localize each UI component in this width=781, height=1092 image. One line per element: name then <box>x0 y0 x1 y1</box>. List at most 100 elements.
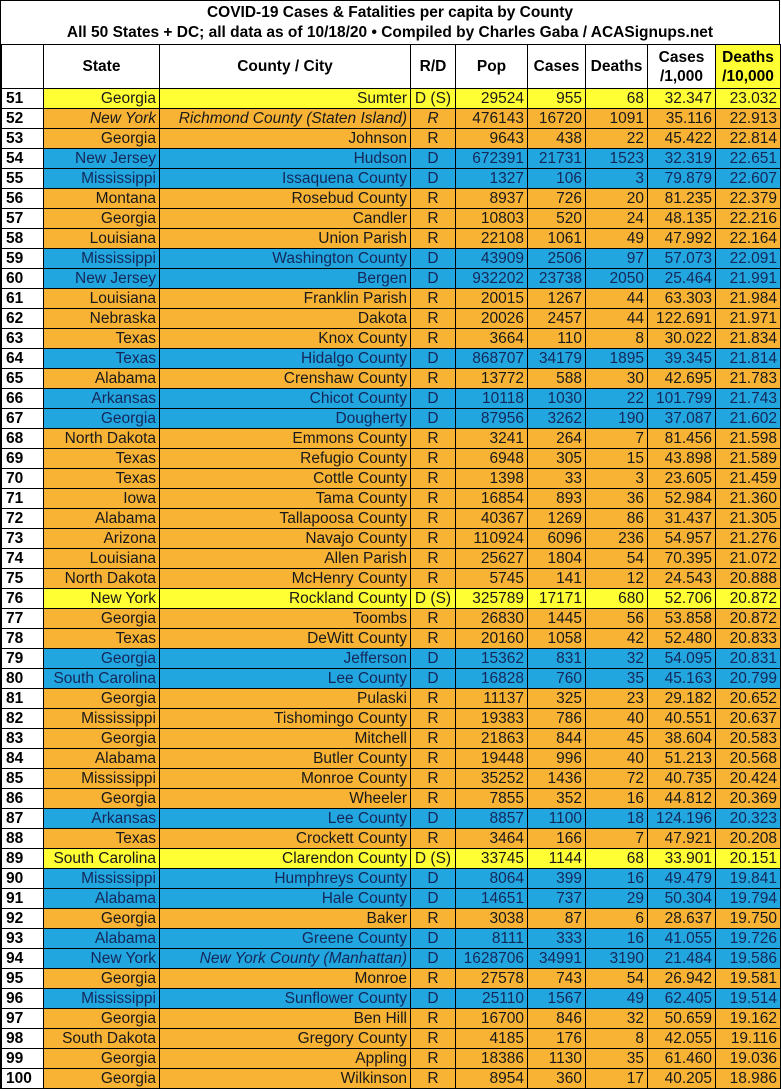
table-row: 60 New Jersey Bergen D 932202 23738 2050 25.464… <box>1 268 781 289</box>
cell-deaths-per-10000: 20.424 <box>715 768 781 789</box>
cell-deaths: 40 <box>585 708 648 729</box>
cell-county: Chicot County <box>159 388 411 409</box>
cell-county: Knox County <box>159 328 411 349</box>
cell-rank: 95 <box>1 968 44 989</box>
cell-party: R <box>410 708 456 729</box>
cell-pop: 6948 <box>455 448 528 469</box>
cell-cases-per-1000: 32.347 <box>647 88 716 109</box>
table-row: 82 Mississippi Tishomingo County R 19383 786 4… <box>1 708 781 729</box>
cell-cases-per-1000: 23.605 <box>647 468 716 489</box>
header-pop: Pop <box>455 44 528 89</box>
cell-cases: 1267 <box>527 288 586 309</box>
table-row: 89 South Carolina Clarendon County D (S) 337… <box>1 848 781 869</box>
cell-cases: 333 <box>527 928 586 949</box>
cell-party: R <box>410 188 456 209</box>
cell-deaths-per-10000: 21.971 <box>715 308 781 329</box>
cell-cases: 955 <box>527 88 586 109</box>
cell-deaths: 35 <box>585 1048 648 1069</box>
cell-cases: 438 <box>527 128 586 149</box>
cell-state: Alabama <box>43 508 160 529</box>
cell-pop: 35252 <box>455 768 528 789</box>
cell-state: Alabama <box>43 748 160 769</box>
cell-cases: 743 <box>527 968 586 989</box>
header-cases-per-1000: Cases /1,000 <box>647 44 716 89</box>
cell-cases: 1804 <box>527 548 586 569</box>
cell-pop: 20026 <box>455 308 528 329</box>
cell-pop: 16828 <box>455 668 528 689</box>
cell-deaths: 1895 <box>585 348 648 369</box>
cell-county: Lee County <box>159 808 411 829</box>
cell-party: D <box>410 408 456 429</box>
cell-state: Georgia <box>43 128 160 149</box>
cell-pop: 27578 <box>455 968 528 989</box>
title-line-2: All 50 States + DC; all data as of 10/18… <box>66 24 714 41</box>
cell-rank: 68 <box>1 428 44 449</box>
cell-state: Texas <box>43 628 160 649</box>
cell-county: Issaquena County <box>159 168 411 189</box>
cell-state: Georgia <box>43 208 160 229</box>
cell-pop: 11137 <box>455 688 528 709</box>
cell-rank: 84 <box>1 748 44 769</box>
cell-deaths-per-10000: 21.459 <box>715 468 781 489</box>
cell-deaths-per-10000: 20.888 <box>715 568 781 589</box>
cell-deaths: 86 <box>585 508 648 529</box>
cell-cases: 1130 <box>527 1048 586 1069</box>
cell-county: Ben Hill <box>159 1008 411 1029</box>
cell-pop: 10803 <box>455 208 528 229</box>
cell-state: Georgia <box>43 788 160 809</box>
cell-party: D (S) <box>410 848 456 869</box>
cell-cases: 34991 <box>527 948 586 969</box>
cell-county: Appling <box>159 1048 411 1069</box>
cell-cases: 893 <box>527 488 586 509</box>
cell-party: D <box>410 388 456 409</box>
cell-state: Georgia <box>43 88 160 109</box>
cell-deaths: 29 <box>585 888 648 909</box>
table-row: 88 Texas Crockett County R 3464 166 7 47.921 20.… <box>1 828 781 849</box>
cell-rank: 73 <box>1 528 44 549</box>
cell-deaths-per-10000: 21.814 <box>715 348 781 369</box>
cell-state: New York <box>43 948 160 969</box>
cell-deaths: 44 <box>585 288 648 309</box>
cell-party: D <box>410 348 456 369</box>
cell-cases: 21731 <box>527 148 586 169</box>
header-rank <box>1 44 44 89</box>
cell-county: Cottle County <box>159 468 411 489</box>
cell-county: Navajo County <box>159 528 411 549</box>
cell-state: Georgia <box>43 908 160 929</box>
cell-county: Dakota <box>159 308 411 329</box>
cell-rank: 53 <box>1 128 44 149</box>
cell-deaths-per-10000: 21.360 <box>715 488 781 509</box>
cell-party: R <box>410 508 456 529</box>
table-row: 65 Alabama Crenshaw County R 13772 588 30 42.69… <box>1 368 781 389</box>
cell-deaths-per-10000: 20.151 <box>715 848 781 869</box>
cell-party: R <box>410 528 456 549</box>
cell-party: D (S) <box>410 588 456 609</box>
table-row: 51 Georgia Sumter D (S) 29524 955 68 32.347 23.0… <box>1 88 781 109</box>
cell-cases-per-1000: 57.073 <box>647 248 716 269</box>
cell-county: Greene County <box>159 928 411 949</box>
cell-rank: 78 <box>1 628 44 649</box>
cell-rank: 52 <box>1 108 44 129</box>
cell-state: Mississippi <box>43 988 160 1009</box>
table-row: 61 Louisiana Franklin Parish R 20015 1267 44 63… <box>1 288 781 309</box>
cell-rank: 67 <box>1 408 44 429</box>
cell-deaths-per-10000: 22.216 <box>715 208 781 229</box>
cell-state: Mississippi <box>43 248 160 269</box>
cell-state: Georgia <box>43 968 160 989</box>
cell-cases-per-1000: 45.422 <box>647 128 716 149</box>
cell-pop: 5745 <box>455 568 528 589</box>
cell-party: R <box>410 308 456 329</box>
cell-cases: 17171 <box>527 588 586 609</box>
title-line-1: COVID-19 Cases & Fatalities per capita b… <box>206 4 574 21</box>
cell-state: Arizona <box>43 528 160 549</box>
cell-cases-per-1000: 44.812 <box>647 788 716 809</box>
cell-pop: 3464 <box>455 828 528 849</box>
cell-cases-per-1000: 54.957 <box>647 528 716 549</box>
cell-party: R <box>410 108 456 129</box>
cell-party: R <box>410 628 456 649</box>
cell-pop: 110924 <box>455 528 528 549</box>
cell-county: Johnson <box>159 128 411 149</box>
table-row: 68 North Dakota Emmons County R 3241 264 7 81.4… <box>1 428 781 449</box>
cell-cases-per-1000: 79.879 <box>647 168 716 189</box>
cell-pop: 20160 <box>455 628 528 649</box>
